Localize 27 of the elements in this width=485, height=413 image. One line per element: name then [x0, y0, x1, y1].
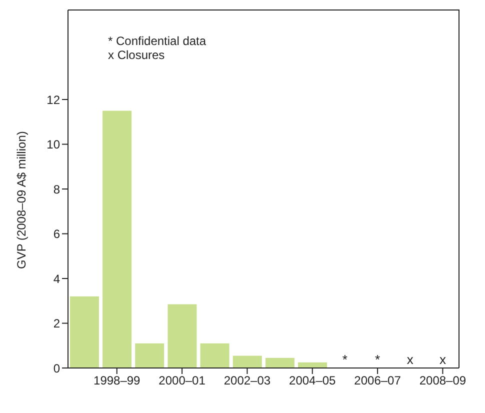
x-tick-label: 2008–09: [419, 374, 466, 388]
bar: [168, 304, 197, 368]
text: x: [439, 352, 446, 367]
text: *: [342, 352, 348, 367]
bar: [135, 343, 164, 368]
y-tick-label: 4: [53, 272, 60, 286]
bar: [102, 110, 132, 368]
y-tick-label: 6: [53, 227, 60, 242]
text: *: [375, 352, 380, 367]
annotation: x Closures: [108, 48, 166, 62]
x-tick-label: 2006–07: [354, 374, 402, 388]
bar: [70, 296, 99, 368]
x-tick-label: 1998–99: [94, 374, 141, 388]
x-tick-label: 2002–03: [224, 374, 271, 388]
y-axis-title: GVP (2008–09 A$ million): [14, 131, 28, 269]
x-tick-label: 2000–01: [158, 374, 206, 388]
y-tick-label: 8: [53, 182, 60, 196]
x-tick-label: 2004–05: [289, 374, 336, 388]
y-tick-label: 10: [46, 138, 60, 152]
bar: [265, 358, 294, 368]
bar: [200, 343, 230, 368]
annotation: * Confidential data: [108, 34, 206, 48]
y-tick-label: 0: [53, 361, 60, 376]
bar: [232, 356, 262, 368]
y-tick-label: 2: [53, 316, 60, 331]
y-tick-label: 12: [46, 92, 60, 107]
text: x: [406, 352, 414, 367]
